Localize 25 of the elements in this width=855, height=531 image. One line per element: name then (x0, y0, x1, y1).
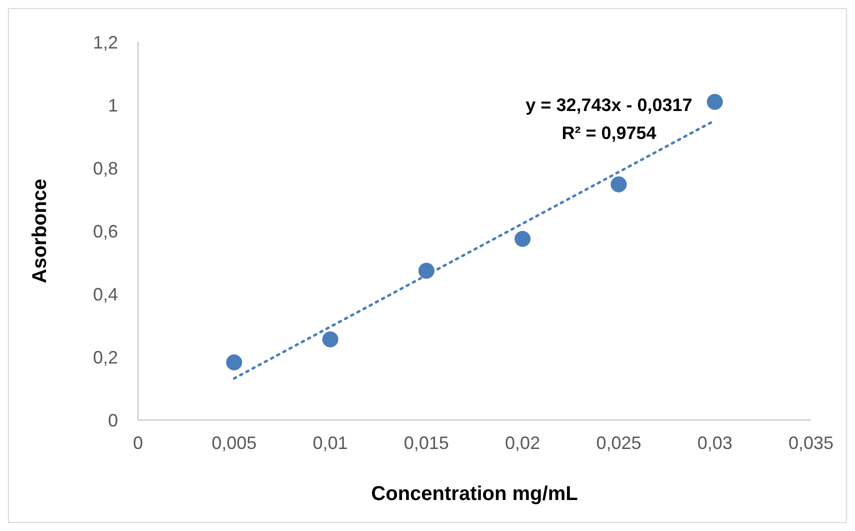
annotation: R² = 0,9754 (560, 122, 658, 145)
y-tick-label: 0,8 (92, 158, 118, 178)
x-tick-label: 0 (132, 432, 144, 453)
point (418, 262, 434, 279)
x-axis-title: Concentration mg/mL (371, 483, 578, 505)
y-tick-label: 1 (108, 95, 118, 116)
point (610, 176, 627, 192)
x-tick-label: 0,01 (312, 432, 348, 453)
x-tick-label: 0,005 (212, 432, 257, 453)
y-tick-label: 0,4 (92, 284, 118, 304)
x-tick-label: 0,025 (596, 432, 642, 453)
y-tick-label: 0,6 (92, 221, 118, 242)
annotation: y = 32,743x - 0,0317 (524, 94, 694, 117)
y-tick-label: 1,2 (92, 32, 118, 52)
y-tick-label: 0 (108, 410, 118, 430)
point (706, 94, 723, 110)
point (322, 331, 338, 348)
x-tick-label: 0,015 (404, 432, 449, 453)
x-tick-label: 0,03 (697, 432, 732, 453)
point (226, 354, 242, 370)
y-axis-title: Asorbonce (29, 178, 52, 284)
point (514, 230, 531, 247)
x-tick-label: 0,02 (505, 432, 540, 453)
x-tick-label: 0,035 (788, 432, 834, 453)
y-tick-label: 0,2 (92, 347, 118, 368)
